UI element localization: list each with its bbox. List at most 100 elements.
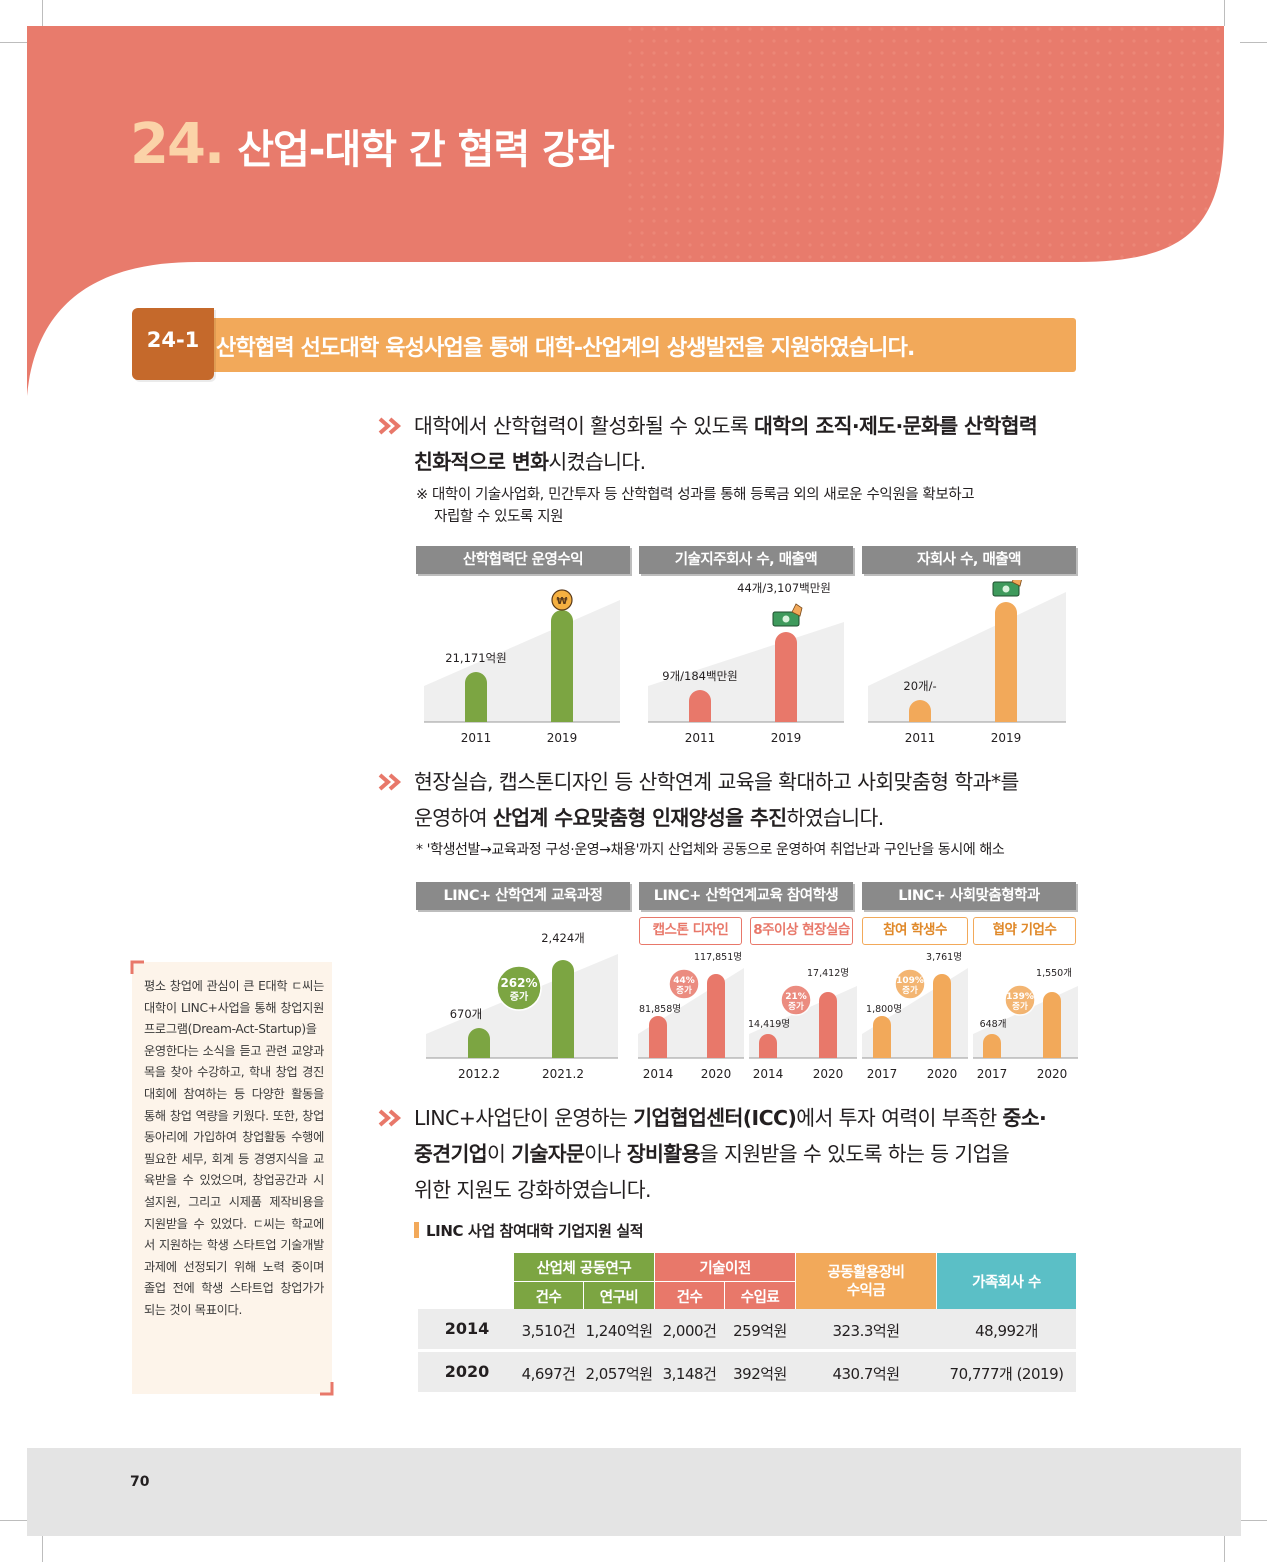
chapter-number: 24.	[130, 112, 225, 177]
case-story-text: 평소 창업에 관심이 큰 E대학 ㄷ씨는 대학이 LINC+사업을 통해 창업지…	[144, 979, 324, 1317]
x-tick-label: 2017	[977, 1067, 1008, 1081]
x-tick-label: 2011	[461, 731, 492, 745]
growth-badge	[894, 968, 926, 1000]
bar	[551, 610, 573, 722]
chart-background	[868, 592, 1066, 722]
table-cell: 70,777개 (2019)	[949, 1365, 1064, 1383]
data-label: 648개	[980, 1019, 1007, 1030]
section-bar	[200, 318, 1076, 372]
double-chevron-icon	[378, 417, 402, 435]
bar	[909, 700, 931, 722]
coin-symbol: ₩	[556, 596, 567, 607]
double-chevron-icon	[378, 773, 402, 791]
table-cell: 392억원	[733, 1365, 787, 1383]
hand-shape	[1011, 580, 1022, 587]
growth-badge-percent: 139%	[1006, 992, 1034, 1002]
data-label: 2,424개	[541, 931, 585, 945]
th-joint-research: 산업체 공동연구	[514, 1253, 654, 1281]
bill-circle	[782, 615, 790, 623]
data-label: 1,800명	[866, 1004, 902, 1015]
growth-badge-label: 증가	[788, 1001, 804, 1012]
growth-badge-label: 증가	[902, 985, 918, 996]
chart-head-revenue: 산학협력단 운영수익	[416, 546, 630, 574]
crop-mark	[1224, 1536, 1225, 1562]
chart-head-subsidiary: 자회사 수, 매출액	[862, 546, 1076, 574]
crop-mark	[1224, 0, 1225, 26]
case-story-box	[132, 962, 332, 1394]
sub-head-companies: 협약 기업수	[973, 917, 1076, 945]
bar	[775, 632, 797, 722]
data-label: 17,412명	[807, 968, 849, 979]
bar	[983, 1034, 1001, 1058]
x-tick-label: 2019	[547, 731, 578, 745]
crop-mark	[1240, 42, 1267, 43]
table-cell: 3,148건	[662, 1365, 717, 1383]
bar	[649, 1016, 667, 1058]
bar	[468, 1028, 490, 1058]
growth-badge-label: 증가	[1012, 1001, 1028, 1012]
chart-head-holding: 기술지주회사 수, 매출액	[639, 546, 853, 574]
bar	[552, 960, 574, 1058]
data-label: 20개/-	[903, 679, 936, 693]
bar	[933, 974, 951, 1058]
crop-mark	[1240, 1520, 1267, 1521]
growth-badge	[780, 984, 812, 1016]
x-tick-label: 2011	[905, 731, 936, 745]
crop-mark	[42, 0, 43, 26]
chapter-title: 24. 산업-대학 간 협력 강화	[130, 112, 615, 192]
charts-row-2: 2012.2670개2021.22,424개262%증가201481,858명2…	[426, 931, 1078, 1081]
bar	[759, 1034, 777, 1058]
x-tick-label: 2017	[867, 1067, 898, 1081]
growth-badge-label: 증가	[676, 985, 692, 996]
sub-head-students: 참여 학생수	[862, 917, 968, 945]
x-tick-label: 2014	[643, 1067, 674, 1081]
growth-badge-percent: 109%	[896, 976, 924, 986]
bar	[1043, 992, 1061, 1058]
paragraph-3: LINC+사업단이 운영하는 기업협업센터(ICC)에서 투자 여력이 부족한 …	[414, 1106, 1047, 1202]
table-cell: 3,510건	[521, 1322, 576, 1340]
table-row	[418, 1309, 1076, 1349]
table-cell: 2,000건	[662, 1322, 717, 1340]
paragraph-1: 대학에서 산학협력이 활성화될 수 있도록 대학의 조직·제도·문화를 산학협력…	[414, 414, 1038, 474]
data-label: 9개/184백만원	[662, 669, 737, 683]
charts-row-1: 2011 21,171억원 2019 36,846억원 ₩2011 9개/184백만원 20…	[424, 580, 1066, 745]
th-family-companies: 가족회사 수	[937, 1253, 1076, 1310]
table-cell: 2,057억원	[585, 1365, 653, 1383]
table-row-year: 2014	[444, 1319, 490, 1338]
th-tech-transfer: 기술이전	[655, 1253, 795, 1281]
bar	[819, 992, 837, 1058]
table-cell: 1,240억원	[585, 1322, 653, 1340]
table-cell: 259억원	[733, 1322, 787, 1340]
section-title: 산학협력 선도대학 육성사업을 통해 대학-산업계의 상생발전을 지원하였습니다…	[216, 336, 915, 361]
x-tick-label: 2020	[927, 1067, 958, 1081]
money-icon	[772, 603, 803, 627]
data-label: 670개	[450, 1007, 483, 1021]
section-number-box	[132, 308, 214, 380]
double-chevron-icon	[378, 1109, 402, 1127]
coin-icon: ₩	[551, 589, 573, 611]
bill-circle	[1002, 585, 1010, 593]
data-label: 14,419명	[748, 1019, 790, 1030]
paragraph-2: 현장실습, 캡스톤디자인 등 산학연계 교육을 확대하고 사회맞춤형 학과*를 …	[414, 770, 1019, 830]
case-story-corners	[130, 960, 334, 1396]
table-cell: 323.3억원	[832, 1322, 900, 1340]
x-tick-label: 2020	[1037, 1067, 1068, 1081]
data-label: 21,171억원	[445, 651, 506, 665]
growth-badge-percent: 262%	[500, 976, 537, 990]
page-footer	[27, 1448, 1241, 1536]
th-jr-count: 건수	[514, 1282, 583, 1310]
x-tick-label: 2020	[813, 1067, 844, 1081]
crop-mark	[0, 42, 27, 43]
coin-shape	[551, 589, 573, 611]
table-row-year: 2020	[444, 1362, 490, 1381]
growth-badge	[496, 965, 542, 1011]
growth-badge-percent: 21%	[785, 992, 807, 1002]
th-jr-cost: 연구비	[584, 1282, 654, 1310]
hand-shape	[791, 603, 803, 617]
table-cell: 430.7억원	[832, 1365, 900, 1383]
section-number: 24-1	[146, 328, 200, 352]
x-tick-label: 2019	[991, 731, 1022, 745]
x-tick-label: 2019	[771, 731, 802, 745]
page-number: 70	[130, 1474, 150, 1490]
x-tick-label: 2011	[685, 731, 716, 745]
